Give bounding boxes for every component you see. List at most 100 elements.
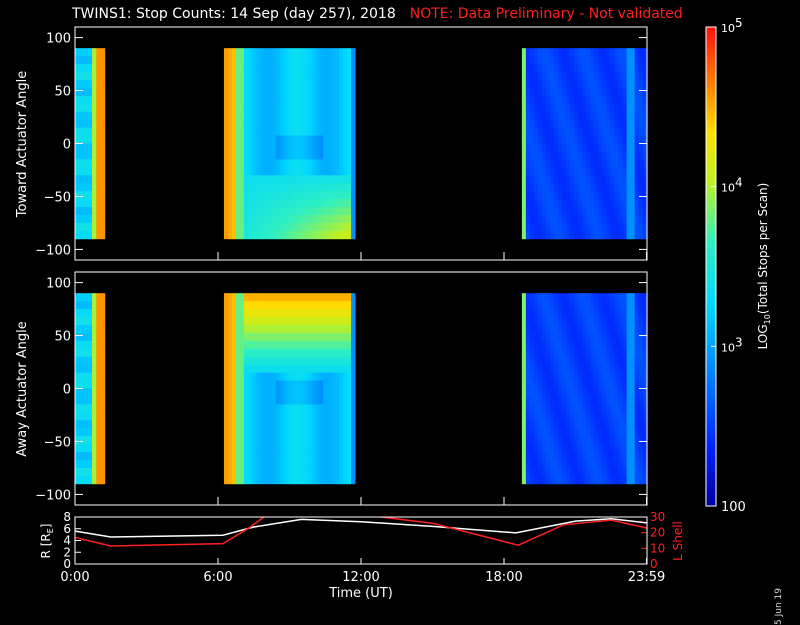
heat-cell bbox=[259, 111, 265, 121]
heat-cell bbox=[279, 396, 284, 405]
heat-cell bbox=[287, 364, 292, 374]
heat-cell bbox=[542, 380, 547, 389]
heat-cell bbox=[223, 412, 229, 421]
heat-cell bbox=[243, 151, 249, 160]
heat-cell bbox=[343, 459, 348, 469]
heat-cell bbox=[582, 119, 587, 129]
heat-cell bbox=[598, 420, 603, 429]
heat-cell bbox=[263, 372, 269, 381]
heat-cell bbox=[574, 72, 579, 81]
heat-cell bbox=[223, 475, 229, 485]
heat-cell bbox=[614, 420, 619, 429]
heat-cell bbox=[251, 317, 257, 326]
heat-cell bbox=[562, 159, 567, 168]
heat-cell bbox=[622, 293, 628, 302]
heat-cell bbox=[235, 159, 241, 168]
heat-cell bbox=[287, 428, 292, 437]
heat-cell bbox=[223, 151, 229, 160]
heat-cell bbox=[594, 230, 599, 240]
heat-cell bbox=[582, 222, 587, 232]
heat-cell bbox=[610, 444, 615, 453]
heat-cell bbox=[574, 214, 579, 224]
heat-cell bbox=[582, 151, 587, 160]
heat-cell bbox=[79, 230, 84, 240]
heat-cell bbox=[75, 230, 80, 240]
heat-cell bbox=[610, 72, 615, 81]
heat-cell bbox=[351, 175, 356, 184]
heat-cell bbox=[295, 119, 300, 129]
heat-cell bbox=[578, 167, 583, 176]
away-panel-frame bbox=[74, 271, 648, 506]
heat-cell bbox=[331, 159, 336, 168]
heat-cell bbox=[303, 317, 308, 326]
heat-cell bbox=[295, 324, 300, 334]
heat-cell bbox=[642, 388, 648, 397]
heat-cell bbox=[630, 388, 636, 397]
heat-cell bbox=[235, 340, 241, 350]
heat-cell bbox=[606, 348, 611, 358]
heat-cell bbox=[558, 444, 563, 453]
heat-cell bbox=[339, 340, 344, 350]
heat-cell bbox=[259, 191, 265, 200]
heat-cell bbox=[562, 79, 567, 89]
heat-cell bbox=[529, 191, 535, 200]
heat-cell bbox=[275, 199, 280, 208]
heat-cell bbox=[542, 111, 547, 121]
heat-cell bbox=[251, 452, 257, 461]
heat-cell bbox=[255, 332, 261, 342]
heat-cell bbox=[307, 103, 312, 113]
heat-cell bbox=[83, 356, 89, 366]
heat-cell bbox=[347, 380, 352, 389]
heat-cell bbox=[243, 143, 249, 152]
heat-cell bbox=[562, 356, 567, 366]
heat-cell bbox=[299, 309, 304, 318]
heat-cell bbox=[96, 317, 101, 326]
heat-cell bbox=[331, 119, 336, 129]
heat-cell bbox=[537, 364, 543, 374]
heat-cell bbox=[574, 356, 579, 366]
heat-cell bbox=[311, 396, 316, 405]
heat-cell bbox=[574, 340, 579, 350]
heat-cell bbox=[92, 48, 97, 57]
heat-cell bbox=[525, 420, 531, 429]
heat-cell bbox=[279, 222, 284, 232]
heat-cell bbox=[594, 64, 599, 73]
heat-cell bbox=[279, 56, 284, 65]
heat-cell bbox=[319, 175, 324, 184]
heat-cell bbox=[558, 79, 563, 89]
heat-cell bbox=[319, 452, 324, 461]
heat-cell bbox=[96, 309, 101, 318]
heat-cell bbox=[247, 428, 253, 437]
heat-cell bbox=[533, 175, 539, 184]
heat-cell bbox=[351, 119, 356, 129]
orbit-ylabel-left: R [RE] bbox=[39, 524, 55, 559]
heat-cell bbox=[642, 175, 648, 184]
heat-cell bbox=[83, 183, 89, 192]
heat-cell bbox=[251, 428, 257, 437]
heat-cell bbox=[566, 222, 571, 232]
heat-cell bbox=[100, 111, 106, 121]
heat-cell bbox=[537, 444, 543, 453]
heat-cell bbox=[529, 452, 535, 461]
heat-cell bbox=[323, 214, 328, 224]
heat-cell bbox=[634, 127, 640, 136]
heat-cell bbox=[311, 214, 316, 224]
heat-cell bbox=[578, 111, 583, 121]
heat-cell bbox=[299, 380, 304, 389]
heat-cell bbox=[331, 48, 336, 57]
heat-cell bbox=[558, 64, 563, 73]
heat-cell bbox=[79, 388, 84, 397]
data-block-1 bbox=[223, 293, 356, 485]
heat-cell bbox=[634, 79, 640, 89]
heat-cell bbox=[347, 151, 352, 160]
heat-cell bbox=[327, 143, 332, 152]
heat-cell bbox=[578, 191, 583, 200]
heat-cell bbox=[546, 428, 551, 437]
heat-cell bbox=[79, 444, 84, 453]
heat-cell bbox=[554, 159, 559, 168]
heat-cell bbox=[307, 340, 312, 350]
heat-cell bbox=[311, 475, 316, 485]
heat-cell bbox=[79, 151, 84, 160]
heat-cell bbox=[566, 151, 571, 160]
heat-cell bbox=[100, 64, 106, 73]
